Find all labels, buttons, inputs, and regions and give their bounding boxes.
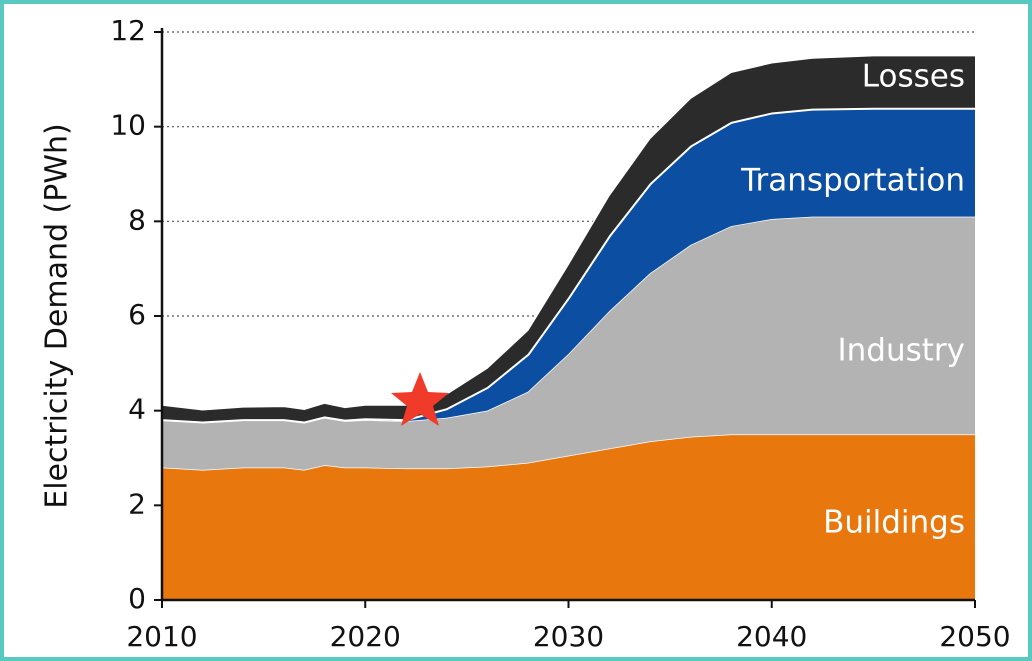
x-tick-label: 2020 — [330, 620, 401, 653]
series-label: Industry — [837, 333, 965, 369]
series-label: Transportation — [740, 163, 965, 199]
y-tick-label: 6 — [128, 298, 146, 331]
area — [162, 434, 975, 600]
y-tick-label: 0 — [128, 582, 146, 615]
y-tick-label: 4 — [128, 393, 146, 426]
x-tick-label: 2030 — [533, 620, 604, 653]
y-tick-label: 12 — [110, 14, 146, 47]
star-marker — [391, 372, 449, 426]
area — [162, 107, 975, 423]
x-tick-label: 2040 — [736, 620, 807, 653]
y-tick-label: 2 — [128, 487, 146, 520]
x-tick-label: 2010 — [126, 620, 197, 653]
y-tick-label: 10 — [110, 109, 146, 142]
y-axis-label: Electricity Demand (PWh) — [40, 123, 75, 509]
y-tick-label: 8 — [128, 203, 146, 236]
area-edge — [161, 54, 975, 411]
area — [162, 55, 975, 422]
area — [162, 216, 975, 470]
series-label: Buildings — [823, 505, 965, 541]
series-label: Losses — [862, 59, 965, 95]
x-tick-label: 2050 — [939, 620, 1010, 653]
